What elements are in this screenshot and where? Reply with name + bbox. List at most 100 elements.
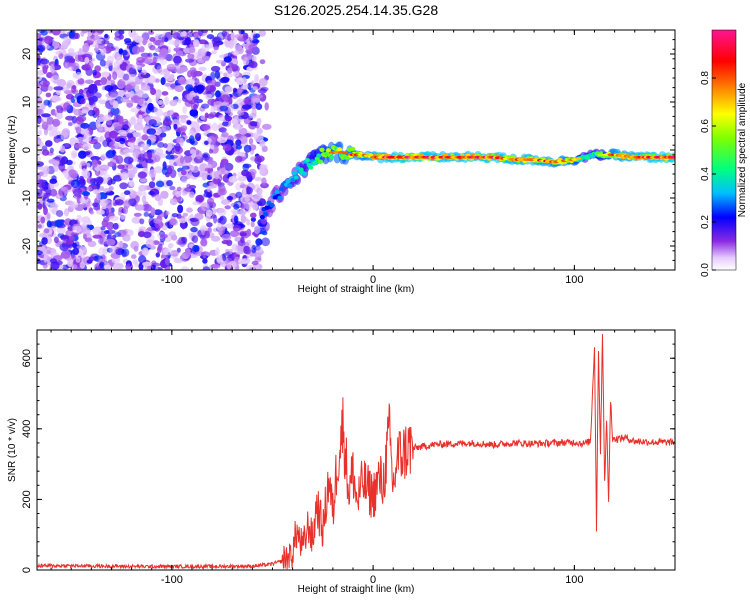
noise-blob	[206, 113, 215, 119]
noise-blob	[59, 243, 69, 252]
noise-blob	[122, 234, 131, 242]
noise-blob	[224, 205, 231, 210]
noise-blob	[60, 133, 66, 141]
noise-blob	[73, 108, 82, 116]
noise-blob	[252, 86, 258, 91]
noise-blob	[114, 232, 122, 238]
noise-blob	[88, 84, 98, 93]
noise-blob	[190, 165, 200, 173]
colorbar-label: Normalized spectral amplitude	[737, 82, 748, 217]
noise-blob	[228, 96, 233, 106]
noise-blob	[81, 129, 89, 135]
y-tick-label: -10	[21, 190, 33, 206]
noise-blob	[234, 34, 243, 39]
noise-blob	[44, 35, 53, 45]
noise-blob	[204, 167, 211, 172]
noise-blob	[228, 39, 235, 49]
noise-blob	[60, 250, 71, 259]
noise-blob	[82, 43, 90, 53]
noise-blob	[243, 83, 249, 90]
x-tick-label: -100	[161, 574, 183, 586]
noise-blob	[234, 155, 243, 163]
noise-blob	[67, 260, 73, 267]
noise-blob	[56, 226, 66, 234]
noise-blob	[60, 235, 70, 241]
noise-blob	[92, 202, 98, 207]
noise-blob	[126, 102, 133, 107]
y-tick-label: 0	[21, 147, 33, 153]
noise-blob	[212, 177, 221, 185]
noise-blob	[198, 30, 204, 37]
noise-blob	[70, 179, 81, 189]
noise-blob	[155, 135, 163, 142]
noise-blob	[51, 160, 60, 165]
noise-blob	[137, 171, 147, 179]
noise-blob	[221, 240, 230, 245]
noise-blob	[261, 177, 267, 186]
noise-blob	[160, 190, 169, 199]
noise-blob	[192, 201, 200, 206]
noise-blob	[181, 266, 190, 270]
noise-blob	[76, 136, 85, 144]
noise-blob	[235, 144, 242, 150]
noise-blob	[37, 108, 44, 116]
track-mid	[304, 158, 311, 163]
noise-blob	[138, 72, 145, 80]
noise-blob	[106, 238, 116, 246]
noise-blob	[138, 153, 145, 161]
noise-blob	[239, 184, 249, 189]
noise-blob	[163, 143, 168, 149]
noise-blob	[251, 260, 259, 266]
snr-panel: -100 0 100 0 200 400 600 Height of straight li…	[7, 329, 676, 595]
noise-blob	[181, 165, 190, 170]
colorbar-gradient	[711, 29, 737, 271]
noise-blob	[109, 93, 119, 99]
noise-blob	[65, 229, 74, 238]
noise-blob	[74, 143, 82, 149]
noise-blob	[210, 65, 221, 72]
noise-blob	[240, 203, 245, 209]
noise-blob	[128, 179, 135, 187]
noise-blob	[201, 172, 208, 181]
track-mid	[337, 147, 343, 152]
noise-blob	[68, 244, 73, 249]
noise-blob	[118, 115, 124, 125]
track-core	[341, 151, 349, 155]
noise-blob	[219, 188, 227, 196]
noise-blob	[254, 94, 263, 99]
noise-blob	[254, 156, 262, 165]
noise-blob	[64, 143, 70, 148]
noise-blob	[63, 208, 70, 217]
noise-blob	[252, 203, 259, 211]
noise-blob	[154, 47, 161, 53]
noise-blob	[92, 234, 103, 239]
noise-blob	[49, 178, 58, 184]
noise-blob	[104, 207, 109, 217]
noise-blob	[185, 248, 191, 258]
noise-blob	[84, 57, 90, 64]
noise-blob	[148, 181, 156, 189]
y-tick-label: 200	[21, 490, 33, 508]
noise-blob	[62, 186, 69, 194]
y-tick-label: 400	[21, 420, 33, 438]
noise-blob	[243, 97, 252, 105]
noise-blob	[80, 122, 90, 129]
noise-blob	[228, 176, 238, 183]
noise-blob	[148, 119, 157, 127]
noise-blob	[80, 160, 87, 166]
noise-blob	[72, 242, 77, 249]
noise-blob	[100, 47, 107, 56]
track-mid	[285, 179, 291, 184]
noise-blob	[90, 156, 101, 161]
noise-blob	[89, 210, 94, 215]
noise-blob	[141, 134, 149, 141]
noise-blob	[223, 72, 228, 77]
noise-blob	[78, 89, 84, 95]
noise-blob	[56, 260, 63, 266]
track-mid	[316, 153, 322, 158]
track-mid	[259, 214, 265, 220]
noise-blob	[91, 185, 98, 190]
noise-blob	[37, 30, 46, 34]
noise-blob	[54, 165, 59, 173]
noise-blob	[195, 194, 205, 203]
